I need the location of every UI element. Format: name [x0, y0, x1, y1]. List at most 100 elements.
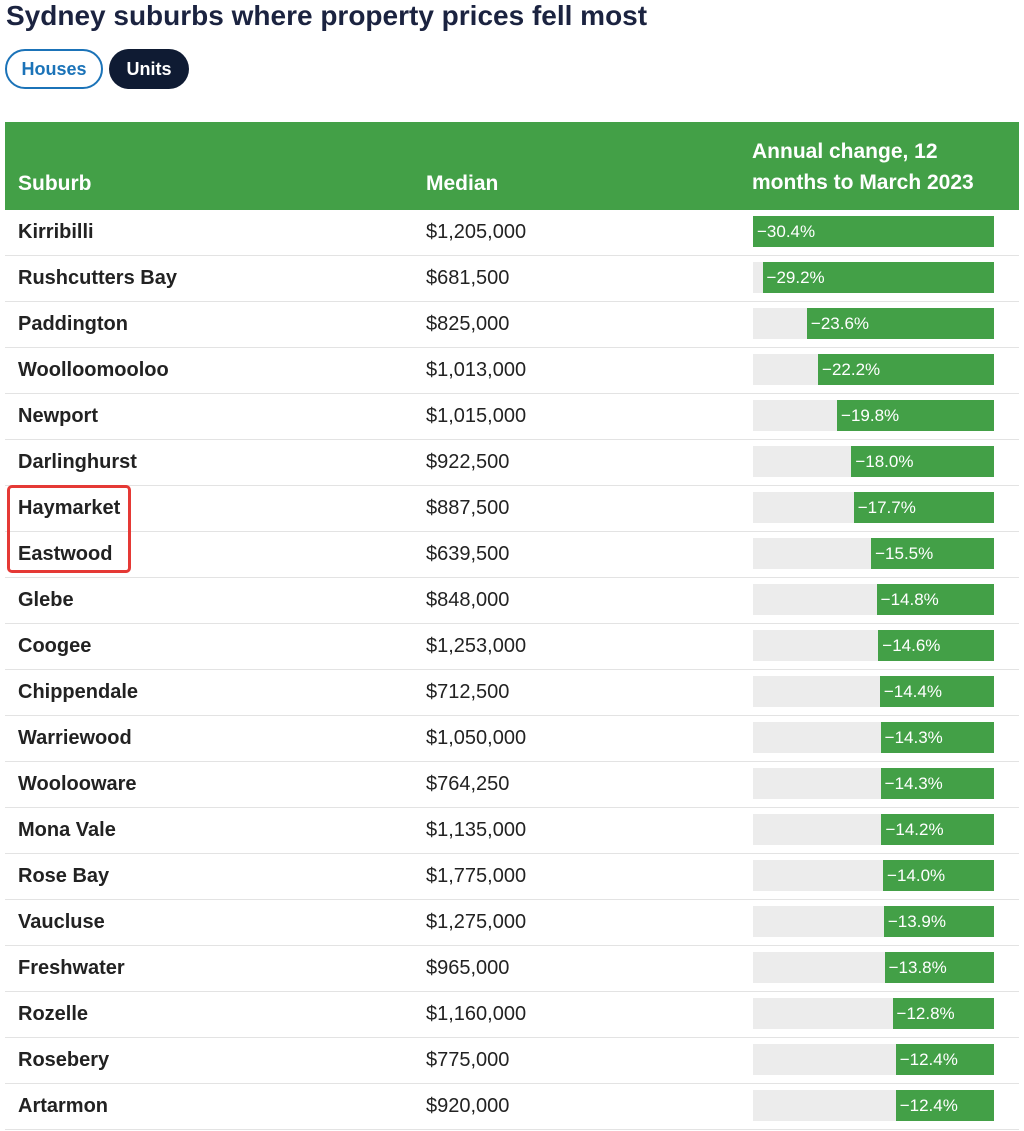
table-header: Suburb Median Annual change, 12 months t… — [5, 122, 1019, 210]
change-bar-track: −12.8% — [753, 998, 994, 1029]
change-bar: −12.4% — [895, 1090, 994, 1121]
table-body: Kirribilli $1,205,000 −30.4% Rushcutters Ba… — [5, 210, 1019, 1130]
change-value-label: −12.4% — [899, 1050, 958, 1069]
suburb-name: Mona Vale — [18, 819, 116, 841]
median-price: $1,160,000 — [426, 1003, 527, 1025]
suburb-name: Artarmon — [18, 1095, 109, 1117]
table-row: Chippendale $712,500 −14.4% — [5, 670, 1019, 716]
change-bar-track: −22.2% — [753, 354, 994, 385]
suburb-name: Rose Bay — [18, 865, 110, 887]
change-bar-track: −14.4% — [753, 676, 994, 707]
change-bar: −29.2% — [762, 262, 994, 293]
median-price: $922,500 — [426, 451, 510, 473]
change-value-label: −14.2% — [885, 820, 944, 839]
change-bar: −15.5% — [871, 538, 994, 569]
column-header-suburb: Suburb — [18, 172, 92, 195]
median-price: $639,500 — [426, 543, 510, 565]
suburb-name: Paddington — [18, 313, 128, 335]
median-price: $1,013,000 — [426, 359, 527, 381]
table-row: Coogee $1,253,000 −14.6% — [5, 624, 1019, 670]
table-row: Newport $1,015,000 −19.8% — [5, 394, 1019, 440]
change-value-label: −18.0% — [855, 452, 914, 471]
tab-units[interactable]: Units — [109, 49, 189, 89]
suburb-name: Rushcutters Bay — [18, 267, 177, 289]
median-price: $1,135,000 — [426, 819, 527, 841]
change-bar-track: −18.0% — [753, 446, 994, 477]
change-bar-track: −17.7% — [753, 492, 994, 523]
tab-houses[interactable]: Houses — [5, 49, 103, 89]
change-bar: −30.4% — [753, 216, 994, 247]
table-row: Glebe $848,000 −14.8% — [5, 578, 1019, 624]
column-header-median: Median — [426, 172, 499, 195]
change-bar: −23.6% — [806, 308, 994, 339]
change-bar: −14.0% — [883, 860, 994, 891]
change-bar-track: −13.9% — [753, 906, 994, 937]
table-row: Mona Vale $1,135,000 −14.2% — [5, 808, 1019, 854]
change-bar: −14.3% — [880, 768, 994, 799]
change-bar-track: −19.8% — [753, 400, 994, 431]
change-value-label: −17.7% — [857, 498, 916, 517]
change-value-label: −12.8% — [896, 1004, 955, 1023]
change-value-label: −15.5% — [875, 544, 934, 563]
change-bar: −14.2% — [881, 814, 994, 845]
change-bar-track: −12.4% — [753, 1090, 994, 1121]
change-bar-track: −14.8% — [753, 584, 994, 615]
median-price: $1,015,000 — [426, 405, 527, 427]
median-price: $775,000 — [426, 1049, 510, 1071]
change-bar: −14.6% — [878, 630, 994, 661]
change-value-label: −23.6% — [810, 314, 870, 333]
change-bar-track: −14.2% — [753, 814, 994, 845]
change-bar-track: −13.8% — [753, 952, 994, 983]
median-price: $1,050,000 — [426, 727, 527, 749]
change-value-label: −12.4% — [899, 1096, 958, 1115]
median-price: $1,775,000 — [426, 865, 527, 887]
change-value-label: −13.9% — [887, 912, 946, 931]
price-change-table: Suburb Median Annual change, 12 months t… — [5, 122, 1019, 1130]
suburb-name: Haymarket — [18, 497, 121, 519]
change-bar-track: −12.4% — [753, 1044, 994, 1075]
median-price: $1,205,000 — [426, 221, 527, 243]
suburb-name: Darlinghurst — [18, 451, 137, 473]
table-row: Vaucluse $1,275,000 −13.9% — [5, 900, 1019, 946]
change-value-label: −30.4% — [757, 222, 816, 241]
median-price: $887,500 — [426, 497, 510, 519]
median-price: $712,500 — [426, 681, 510, 703]
table-row: Artarmon $920,000 −12.4% — [5, 1084, 1019, 1130]
change-value-label: −13.8% — [888, 958, 947, 977]
change-value-label: −19.8% — [841, 406, 900, 425]
suburb-name: Warriewood — [18, 727, 132, 749]
change-bar: −17.7% — [853, 492, 994, 523]
table-row: Woolloomooloo $1,013,000 −22.2% — [5, 348, 1019, 394]
change-bar: −13.8% — [884, 952, 994, 983]
suburb-name: Glebe — [18, 589, 74, 611]
change-value-label: −14.6% — [882, 636, 941, 655]
change-value-label: −14.3% — [884, 728, 943, 747]
change-bar-track: −29.2% — [753, 262, 994, 293]
page-title: Sydney suburbs where property prices fel… — [6, 0, 648, 31]
suburb-name: Newport — [18, 405, 98, 427]
change-bar-track: −23.6% — [753, 308, 994, 339]
change-value-label: −22.2% — [822, 360, 881, 379]
change-bar: −14.8% — [876, 584, 994, 615]
table-row: Rose Bay $1,775,000 −14.0% — [5, 854, 1019, 900]
median-price: $1,253,000 — [426, 635, 527, 657]
change-bar: −12.4% — [895, 1044, 994, 1075]
table-row: Paddington $825,000 −23.6% — [5, 302, 1019, 348]
suburb-name: Eastwood — [18, 543, 113, 565]
median-price: $825,000 — [426, 313, 510, 335]
table-row: Kirribilli $1,205,000 −30.4% — [5, 210, 1019, 256]
change-bar: −22.2% — [818, 354, 994, 385]
suburb-name: Freshwater — [18, 957, 125, 979]
median-price: $920,000 — [426, 1095, 510, 1117]
suburb-name: Kirribilli — [18, 221, 94, 243]
change-bar: −13.9% — [883, 906, 994, 937]
median-price: $764,250 — [426, 773, 510, 795]
table-row: Rushcutters Bay $681,500 −29.2% — [5, 256, 1019, 302]
table-row: Rozelle $1,160,000 −12.8% — [5, 992, 1019, 1038]
change-value-label: −14.3% — [884, 774, 943, 793]
median-price: $965,000 — [426, 957, 510, 979]
table-row: Rosebery $775,000 −12.4% — [5, 1038, 1019, 1084]
suburb-name: Rosebery — [18, 1049, 110, 1071]
change-bar: −14.3% — [880, 722, 994, 753]
table-row: Woolooware $764,250 −14.3% — [5, 762, 1019, 808]
